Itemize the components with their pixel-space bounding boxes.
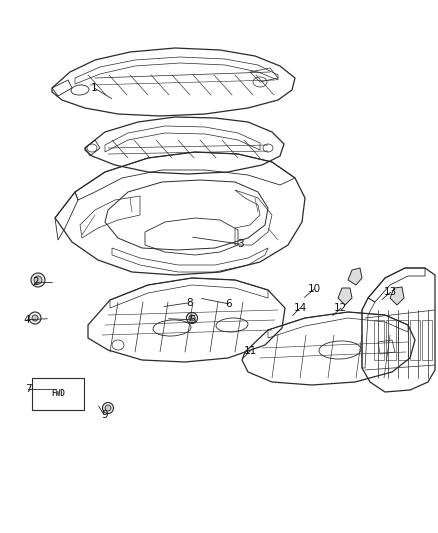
Text: 12: 12 <box>334 303 347 313</box>
Bar <box>32 378 84 410</box>
Polygon shape <box>390 287 404 305</box>
Polygon shape <box>338 288 352 305</box>
Text: 7: 7 <box>25 384 32 394</box>
Text: 8: 8 <box>186 298 193 308</box>
Text: 1: 1 <box>91 83 98 93</box>
Text: 2: 2 <box>32 278 39 287</box>
Text: 13: 13 <box>384 287 397 297</box>
Ellipse shape <box>31 273 45 287</box>
Text: FWD: FWD <box>51 390 65 399</box>
Polygon shape <box>348 268 362 285</box>
Ellipse shape <box>189 315 195 321</box>
Text: 3: 3 <box>237 239 244 249</box>
Ellipse shape <box>187 312 198 324</box>
Text: 11: 11 <box>244 346 257 356</box>
Ellipse shape <box>34 276 42 284</box>
Text: 9: 9 <box>101 410 108 419</box>
Ellipse shape <box>105 405 111 411</box>
Text: 10: 10 <box>308 284 321 294</box>
Text: 4: 4 <box>24 315 31 325</box>
Text: 6: 6 <box>225 299 232 309</box>
Ellipse shape <box>32 315 38 321</box>
Ellipse shape <box>102 402 113 414</box>
Text: 14: 14 <box>293 303 307 313</box>
Text: 5: 5 <box>189 315 196 325</box>
Ellipse shape <box>29 312 41 324</box>
